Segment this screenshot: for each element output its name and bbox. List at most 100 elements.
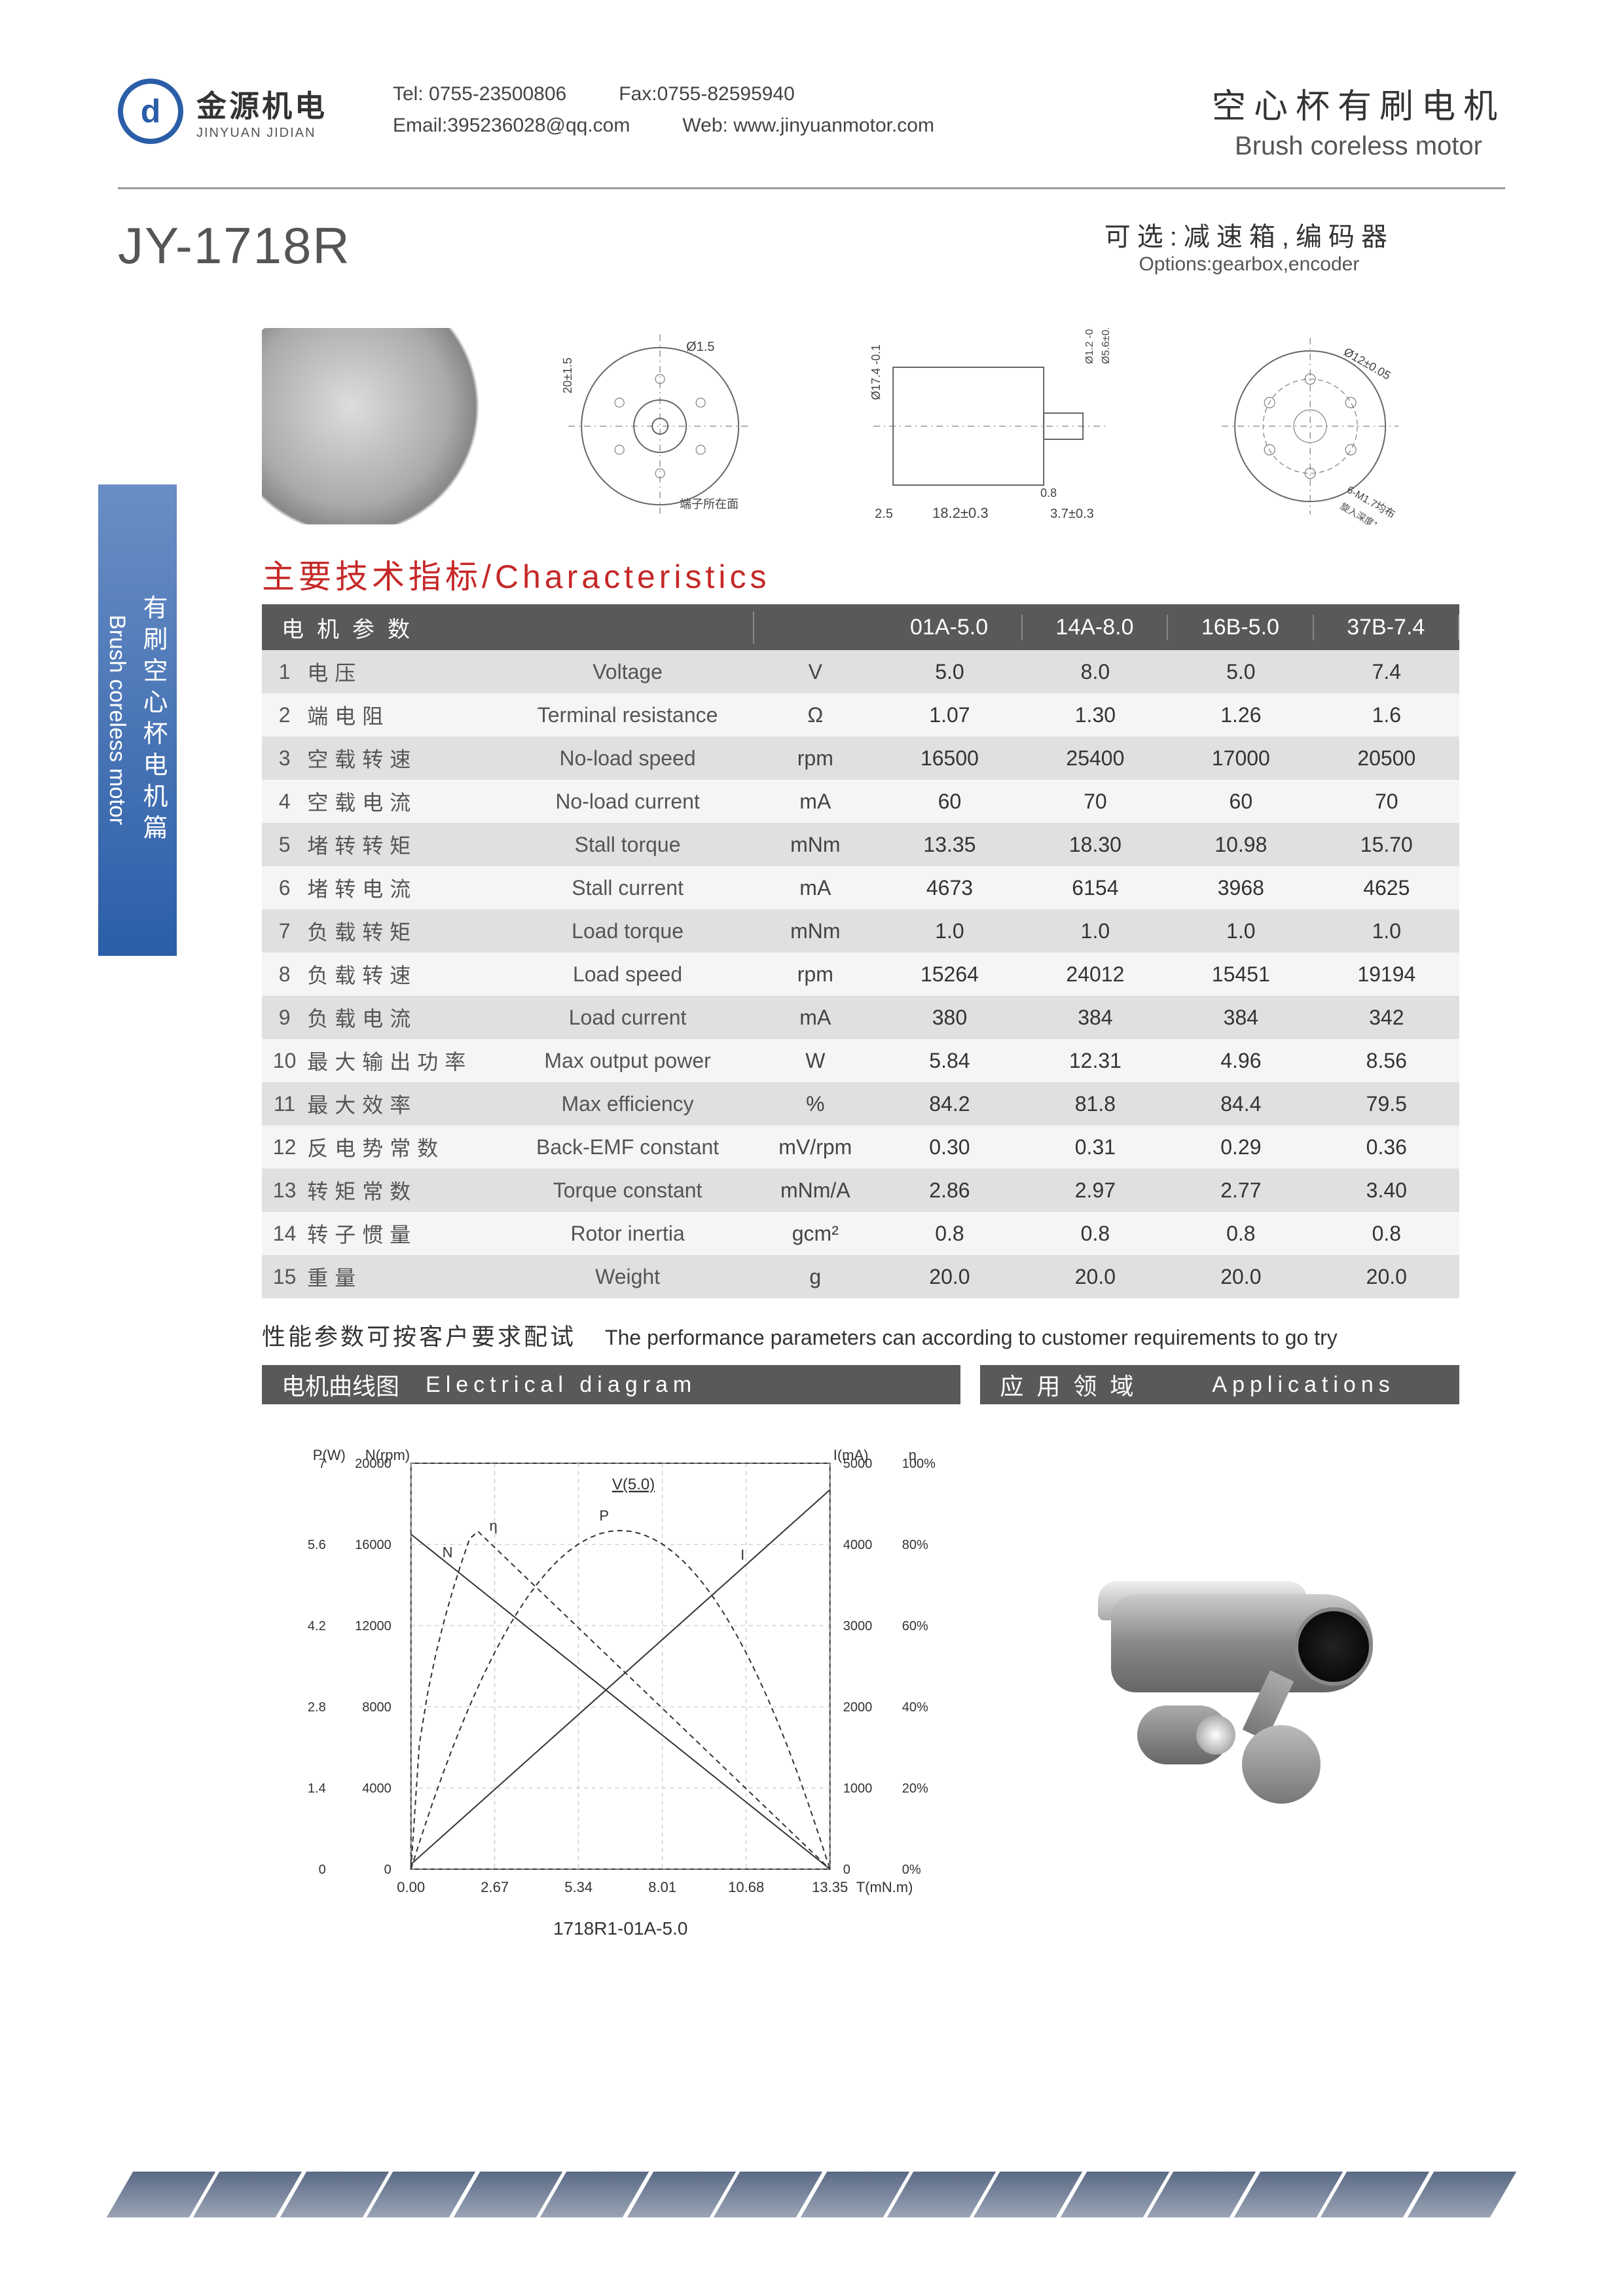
email-value: 395236028@qq.com	[447, 115, 630, 136]
row-cn: 反电势常数	[307, 1132, 501, 1162]
dim-shaft: Ø1.5	[686, 340, 714, 354]
row-idx: 7	[262, 919, 307, 943]
row-en: Voltage	[501, 660, 754, 684]
row-val: 15264	[877, 962, 1022, 987]
table-row: 15重量Weightg20.020.020.020.0	[262, 1255, 1459, 1298]
svg-text:T(mN.m): T(mN.m)	[856, 1879, 913, 1895]
row-val: 0.8	[1314, 1222, 1459, 1246]
row-en: Back-EMF constant	[501, 1135, 754, 1159]
svg-text:η: η	[909, 1447, 917, 1463]
row-unit: V	[754, 660, 877, 684]
row-val: 20.0	[1314, 1265, 1459, 1289]
row-val: 60	[877, 790, 1022, 814]
row-en: Load torque	[501, 919, 754, 943]
application-image	[998, 1424, 1459, 1961]
svg-text:16000: 16000	[355, 1538, 392, 1552]
spec-table-body: 1电压VoltageV5.08.05.07.42端电阻Terminal resi…	[262, 650, 1459, 1298]
dual-section-body: 0.002.675.348.0110.6813.3501.42.84.25.67…	[262, 1424, 1459, 1961]
table-row: 7负载转矩Load torquemNm1.01.01.01.0	[262, 909, 1459, 953]
svg-text:8000: 8000	[362, 1700, 392, 1715]
dim-gap: 0.8	[1040, 486, 1057, 500]
title-en: Brush coreless motor	[1212, 132, 1505, 161]
row-val: 1.0	[1168, 919, 1313, 943]
main-content: Ø1.5 端子所在面 20±1.5 18.2±0.3 3.7±0.3 0.8 2…	[262, 328, 1459, 1961]
row-val: 8.56	[1314, 1049, 1459, 1073]
performance-note: 性能参数可按客户要求配试 The performance parameters …	[262, 1318, 1459, 1352]
row-val: 20500	[1314, 746, 1459, 771]
svg-text:0: 0	[319, 1863, 326, 1877]
row-val: 12.31	[1023, 1049, 1168, 1073]
model-row: JY-1718R 可选:减速箱,编码器 Options:gearbox,enco…	[0, 202, 1623, 289]
row-cn: 负载电流	[307, 1002, 501, 1032]
row-val: 1.0	[877, 919, 1022, 943]
svg-text:80%: 80%	[902, 1538, 928, 1552]
diagram-header: 电机曲线图 Electrical diagram	[262, 1365, 960, 1404]
row-val: 20.0	[1168, 1265, 1313, 1289]
row-unit: rpm	[754, 962, 877, 987]
row-unit: mA	[754, 876, 877, 900]
note-cn: 性能参数可按客户要求配试	[262, 1323, 576, 1350]
svg-text:0.00: 0.00	[397, 1879, 425, 1895]
drawings-row: Ø1.5 端子所在面 20±1.5 18.2±0.3 3.7±0.3 0.8 2…	[262, 328, 1459, 524]
options-cn: 可选:减速箱,编码器	[1104, 215, 1394, 253]
svg-text:3000: 3000	[843, 1619, 873, 1633]
svg-text:2000: 2000	[843, 1700, 873, 1715]
svg-text:η: η	[490, 1518, 498, 1534]
row-unit: Ω	[754, 703, 877, 727]
svg-text:100%: 100%	[902, 1457, 936, 1471]
row-en: Max output power	[501, 1049, 754, 1073]
svg-text:4000: 4000	[362, 1781, 392, 1796]
front-view-drawing: Ø1.5 端子所在面 20±1.5	[511, 328, 809, 524]
row-val: 4673	[877, 876, 1022, 900]
row-cn: 转子惯量	[307, 1218, 501, 1248]
variant-3: 37B-7.4	[1314, 615, 1459, 640]
logo-icon: d	[118, 79, 183, 144]
row-val: 384	[1168, 1006, 1313, 1030]
table-row: 6堵转电流Stall currentmA4673615439684625	[262, 866, 1459, 909]
svg-text:I(mA): I(mA)	[833, 1447, 869, 1463]
svg-text:8.01: 8.01	[648, 1879, 676, 1895]
row-en: Stall torque	[501, 833, 754, 857]
web-value: www.jinyuanmotor.com	[733, 115, 934, 136]
dim-body-len: 18.2±0.3	[932, 505, 988, 521]
row-en: Torque constant	[501, 1178, 754, 1203]
svg-text:0%: 0%	[902, 1863, 921, 1877]
row-val: 17000	[1168, 746, 1313, 771]
svg-text:2.67: 2.67	[481, 1879, 509, 1895]
row-idx: 2	[262, 703, 307, 727]
row-unit: mA	[754, 790, 877, 814]
row-cn: 电压	[307, 657, 501, 687]
row-val: 70	[1023, 790, 1168, 814]
side-tab-cn: 有刷空心杯电机篇	[135, 594, 171, 846]
row-unit: mNm	[754, 919, 877, 943]
company-name-en: JINYUAN JIDIAN	[196, 126, 327, 141]
table-row: 12反电势常数Back-EMF constantmV/rpm0.300.310.…	[262, 1125, 1459, 1169]
row-val: 24012	[1023, 962, 1168, 987]
row-cn: 端电阻	[307, 700, 501, 730]
row-val: 0.8	[1168, 1222, 1313, 1246]
side-tab: Brush coreless motor 有刷空心杯电机篇	[98, 484, 177, 956]
row-idx: 11	[262, 1092, 307, 1116]
row-val: 0.8	[1023, 1222, 1168, 1246]
row-unit: mNm	[754, 833, 877, 857]
row-val: 13.35	[877, 833, 1022, 857]
row-val: 342	[1314, 1006, 1459, 1030]
header-divider	[118, 187, 1505, 189]
row-cn: 空载电流	[307, 786, 501, 816]
row-idx: 9	[262, 1006, 307, 1030]
rear-view-drawing: Ø12±0.05 6-M1.7均布 旋入深度1.2MAX	[1161, 328, 1459, 524]
row-cn: 空载转速	[307, 743, 501, 773]
row-cn: 负载转速	[307, 959, 501, 989]
row-en: No-load speed	[501, 746, 754, 771]
row-unit: mA	[754, 1006, 877, 1030]
svg-text:20%: 20%	[902, 1781, 928, 1796]
row-val: 18.30	[1023, 833, 1168, 857]
row-val: 1.0	[1314, 919, 1459, 943]
dim-note: 端子所在面	[680, 498, 739, 511]
motor-photo	[262, 328, 484, 524]
row-val: 1.6	[1314, 703, 1459, 727]
svg-text:20±1.5: 20±1.5	[561, 357, 574, 393]
row-val: 84.4	[1168, 1092, 1313, 1116]
row-en: Rotor inertia	[501, 1222, 754, 1246]
row-val: 2.86	[877, 1178, 1022, 1203]
